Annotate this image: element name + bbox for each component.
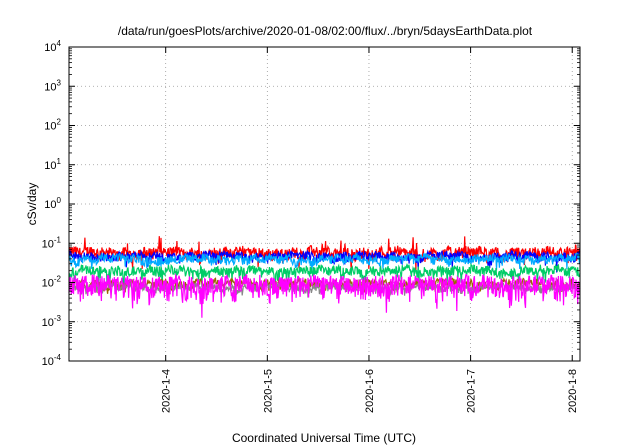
x-tick-label: 2020-1-6 xyxy=(364,369,376,413)
chart-title: /data/run/goesPlots/archive/2020-01-08/0… xyxy=(118,24,533,38)
grid xyxy=(69,47,580,361)
y-tick-label: 104 xyxy=(44,39,61,54)
y-tick-label: 10-3 xyxy=(42,314,62,329)
y-tick-label: 101 xyxy=(44,157,61,172)
y-tick-label: 10-2 xyxy=(42,275,62,290)
series-group xyxy=(68,236,581,318)
ticks xyxy=(69,46,580,362)
x-tick-label: 2020-1-4 xyxy=(161,369,173,413)
y-tick-label: 100 xyxy=(44,196,61,211)
x-axis-label: Coordinated Universal Time (UTC) xyxy=(232,431,416,445)
series-line xyxy=(68,251,581,274)
y-tick-label: 10-4 xyxy=(42,353,62,368)
x-tick-label: 2020-1-7 xyxy=(466,369,478,413)
y-tick-label: 103 xyxy=(44,78,61,93)
x-tick-label: 2020-1-5 xyxy=(262,369,274,413)
x-tick-labels: 2020-1-4 2020-1-5 2020-1-6 2020-1-7 2020-1-8 xyxy=(161,369,580,413)
y-tick-label: 102 xyxy=(44,118,61,133)
series-line xyxy=(68,262,581,294)
series-line xyxy=(68,249,581,273)
y-tick-labels: 10-4 10-3 10-2 10-1 100 101 102 103 104 xyxy=(42,39,62,368)
series-line xyxy=(68,273,581,318)
x-tick-label: 2020-1-8 xyxy=(567,369,579,413)
y-axis-label: cSv/day xyxy=(25,183,39,226)
y-tick-label: 10-1 xyxy=(42,235,62,250)
